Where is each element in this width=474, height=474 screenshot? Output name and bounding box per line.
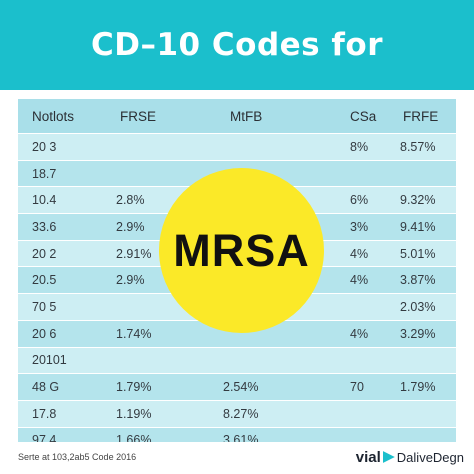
table-cell: 1.74% (116, 326, 152, 341)
brand-name: vial (355, 448, 381, 466)
table-cell: 8.57% (400, 139, 436, 154)
page-title: CD–10 Codes for (91, 27, 383, 63)
table-cell: 3% (350, 219, 369, 234)
table-cell: 18.7 (32, 166, 57, 181)
table-cell: 70 5 (32, 299, 57, 314)
table-cell: 2.8% (116, 193, 145, 208)
brand-logo: vial DaliveDegn (356, 446, 464, 468)
table-cell: 3.29% (400, 326, 436, 341)
table-cell: 4% (350, 246, 369, 261)
column-header: MtFB (230, 108, 263, 124)
table-cell: 2.91% (116, 246, 152, 261)
badge-label: MRSA (173, 224, 310, 276)
table-cell: 9.41% (400, 219, 436, 234)
table-cell: 2.03% (400, 299, 436, 314)
table-cell: 20 3 (32, 139, 57, 154)
column-header: CSa (350, 108, 377, 124)
play-arrow-icon (382, 451, 395, 463)
table-cell: 48 G (32, 380, 60, 395)
table-cell: 1.19% (116, 406, 152, 421)
table-cell: 20.5 (32, 273, 57, 288)
column-header: Notlots (32, 108, 75, 124)
table-cell: 20 6 (32, 326, 57, 341)
brand-suffix: DaliveDegn (396, 449, 464, 465)
table-cell: 1.79% (400, 380, 436, 395)
table-cell: 70 (350, 380, 364, 395)
header-banner: CD–10 Codes for (0, 0, 474, 90)
table-cell: 17.8 (32, 406, 57, 421)
table-cell: 20101 (32, 353, 67, 368)
column-header: FRSE (120, 108, 157, 124)
table-cell: 2.9% (116, 273, 145, 288)
table-cell: 6% (350, 193, 369, 208)
table-cell: 20 2 (32, 246, 57, 261)
table-cell: 8% (350, 139, 369, 154)
table-header-row: Notlots FRSE MtFB CSa FRFE (18, 99, 456, 134)
table-cell: 10.4 (32, 193, 57, 208)
table-row: 20 3 8% 8.57% (18, 134, 456, 161)
table-cell: 1.79% (116, 380, 152, 395)
table-row: 17.8 1.19% 8.27% (18, 400, 456, 428)
table-cell: 5.01% (400, 246, 436, 261)
footer: Serte at 103,2ab5 Code 2016 vial DaliveD… (0, 442, 474, 474)
table-cell: 2.9% (116, 219, 145, 234)
table-row: 20101 (18, 347, 456, 375)
table-cell: 4% (350, 326, 369, 341)
source-note: Serte at 103,2ab5 Code 2016 (18, 452, 137, 462)
table-row: 48 G 1.79% 2.54% 70 1.79% (18, 374, 456, 401)
mrsa-badge: MRSA (159, 168, 324, 333)
table-cell: 3.87% (400, 273, 436, 288)
table-cell: 9.32% (400, 193, 436, 208)
column-header: FRFE (403, 108, 439, 124)
table-cell: 2.54% (223, 380, 259, 395)
table-cell: 33.6 (32, 219, 57, 234)
table-cell: 4% (350, 273, 369, 288)
table-cell: 8.27% (223, 406, 259, 421)
